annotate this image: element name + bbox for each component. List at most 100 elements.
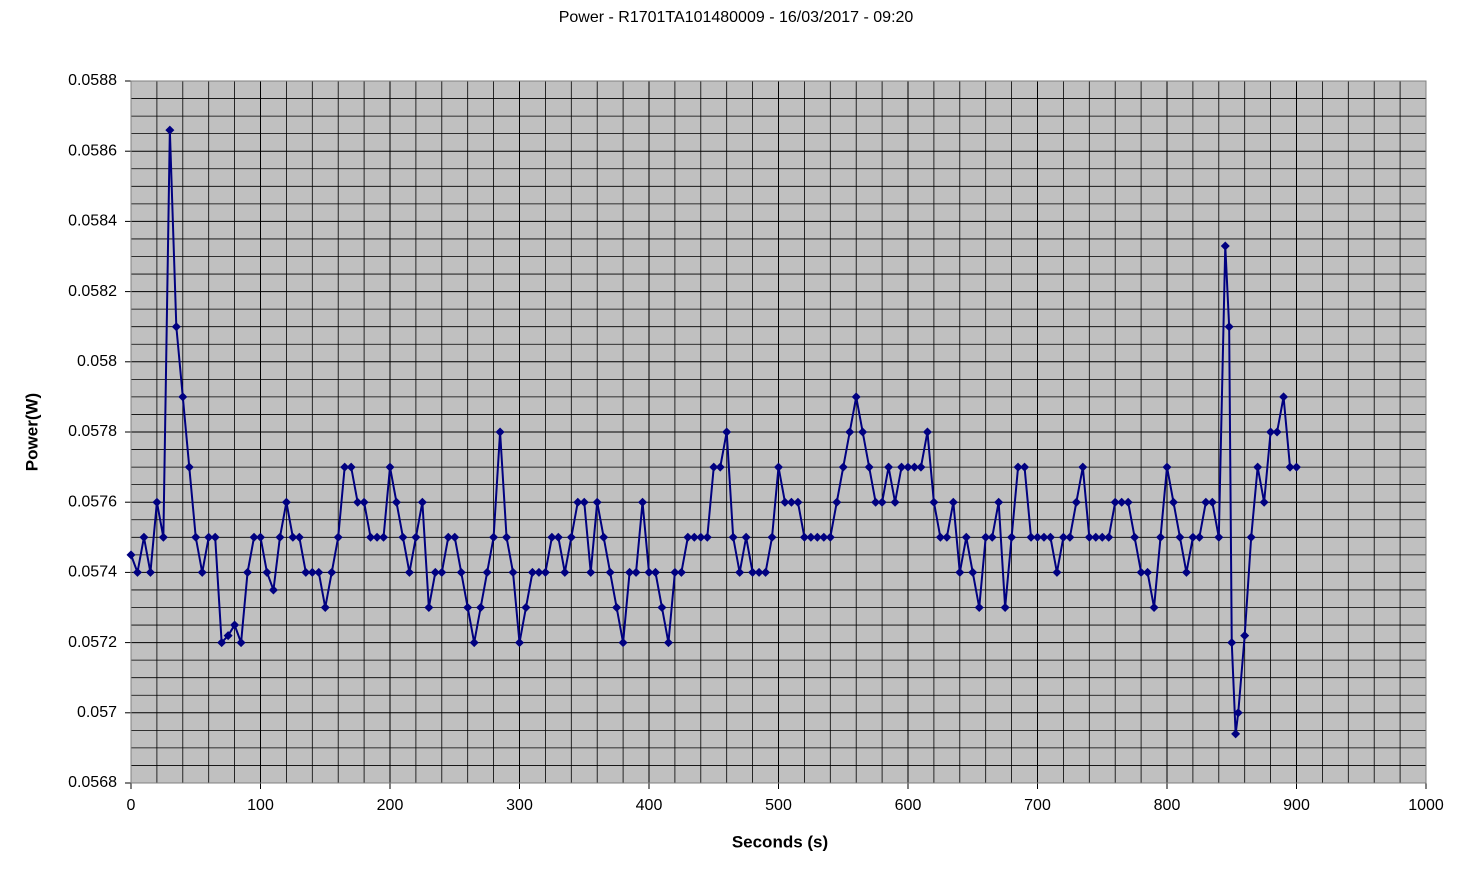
data-point xyxy=(1253,462,1263,472)
data-point xyxy=(489,532,499,542)
data-point xyxy=(638,497,648,507)
data-point xyxy=(845,427,855,437)
data-point xyxy=(1071,497,1081,507)
y-tick-label: 0.0568 xyxy=(68,774,117,791)
data-point xyxy=(1130,532,1140,542)
data-point xyxy=(1181,567,1191,577)
data-point xyxy=(592,497,602,507)
x-axis-label: Seconds (s) xyxy=(732,832,828,851)
data-point xyxy=(366,532,376,542)
data-point xyxy=(935,532,945,542)
data-point xyxy=(217,638,227,648)
data-point xyxy=(210,532,220,542)
data-point xyxy=(761,567,771,577)
data-point xyxy=(689,532,699,542)
data-point xyxy=(411,532,421,542)
data-point xyxy=(197,567,207,577)
data-point xyxy=(1279,392,1289,402)
x-tick-label: 900 xyxy=(1283,797,1310,814)
data-point xyxy=(1175,532,1185,542)
data-point xyxy=(1233,708,1243,718)
data-point xyxy=(1104,532,1114,542)
y-tick-label: 0.0574 xyxy=(68,564,117,581)
data-point xyxy=(715,462,725,472)
data-point xyxy=(806,532,816,542)
data-point xyxy=(1246,532,1256,542)
data-point xyxy=(722,427,732,437)
data-point xyxy=(1162,462,1172,472)
data-point xyxy=(799,532,809,542)
data-point xyxy=(1091,532,1101,542)
data-point xyxy=(929,497,939,507)
data-point xyxy=(709,462,719,472)
data-point xyxy=(502,532,512,542)
data-point xyxy=(191,532,201,542)
data-point xyxy=(372,532,382,542)
data-point xyxy=(1285,462,1295,472)
data-point xyxy=(171,322,181,332)
data-point xyxy=(994,497,1004,507)
data-point xyxy=(748,567,758,577)
data-point xyxy=(379,532,389,542)
data-point xyxy=(262,567,272,577)
data-point xyxy=(1224,322,1234,332)
data-point xyxy=(1039,532,1049,542)
data-point xyxy=(547,532,557,542)
y-tick-label: 0.0576 xyxy=(68,493,117,510)
data-point xyxy=(1214,532,1224,542)
data-point xyxy=(1292,462,1301,472)
data-point xyxy=(696,532,706,542)
data-point xyxy=(864,462,874,472)
data-point xyxy=(1136,567,1146,577)
data-point xyxy=(126,550,136,560)
data-point xyxy=(1201,497,1211,507)
data-point xyxy=(152,497,162,507)
data-point xyxy=(1065,532,1075,542)
data-point xyxy=(495,427,505,437)
data-point xyxy=(430,567,440,577)
x-tick-label: 500 xyxy=(765,797,792,814)
data-point xyxy=(702,532,712,542)
data-point xyxy=(683,532,693,542)
data-point xyxy=(605,567,615,577)
data-point xyxy=(132,567,142,577)
data-point xyxy=(1084,532,1094,542)
data-point xyxy=(644,567,654,577)
data-point xyxy=(145,567,155,577)
data-point xyxy=(178,392,188,402)
data-point xyxy=(340,462,350,472)
data-point xyxy=(793,497,803,507)
y-tick-label: 0.0586 xyxy=(68,142,117,159)
data-point xyxy=(417,497,427,507)
data-point xyxy=(482,567,492,577)
data-point xyxy=(851,392,861,402)
data-point xyxy=(1240,631,1250,641)
data-point xyxy=(281,497,291,507)
data-point xyxy=(463,603,473,612)
x-tick-label: 800 xyxy=(1154,797,1181,814)
data-point xyxy=(1045,532,1055,542)
data-point xyxy=(942,532,952,542)
data-point xyxy=(1058,532,1068,542)
data-point xyxy=(508,567,518,577)
y-tick-label: 0.057 xyxy=(77,704,117,721)
data-point xyxy=(391,497,401,507)
y-tick-label: 0.0584 xyxy=(68,213,117,230)
data-point xyxy=(625,567,635,577)
data-point xyxy=(139,532,149,542)
y-tick-label: 0.0582 xyxy=(68,283,117,300)
y-tick-label: 0.0572 xyxy=(68,634,117,651)
data-point xyxy=(1007,532,1017,542)
data-point xyxy=(1231,729,1241,739)
plot-border xyxy=(130,80,1427,784)
data-point xyxy=(786,497,796,507)
data-point xyxy=(469,638,479,648)
data-point xyxy=(443,532,453,542)
data-point xyxy=(243,567,253,577)
data-point xyxy=(812,532,822,542)
y-axis-label: Power(W) xyxy=(22,393,41,471)
x-tick-label: 300 xyxy=(506,797,533,814)
data-point xyxy=(631,567,641,577)
data-point xyxy=(204,532,214,542)
